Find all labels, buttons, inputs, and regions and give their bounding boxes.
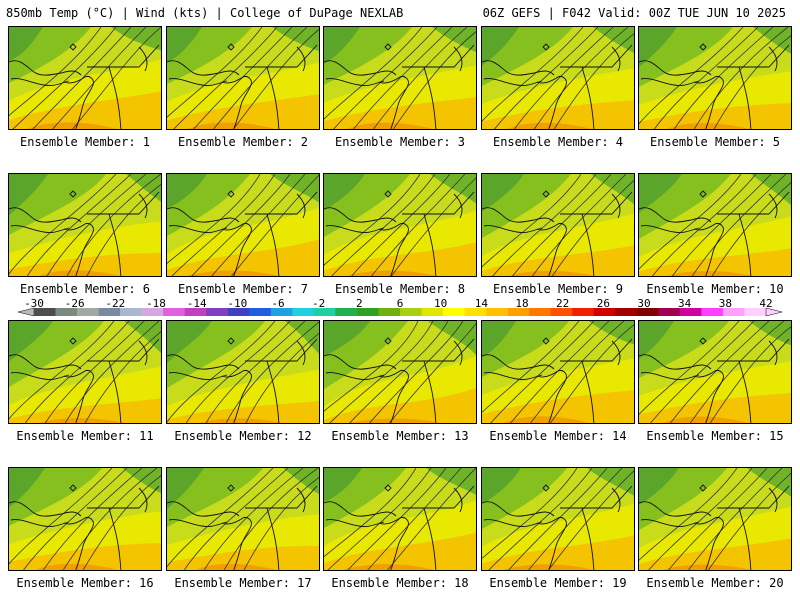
colorbar-tick-label: -22 [105, 297, 126, 310]
ensemble-member-label: Ensemble Member: 1 [19, 135, 151, 149]
colorbar-tick-label: 26 [596, 297, 610, 310]
colorbar-swatch [313, 308, 336, 316]
colorbar-swatch [486, 308, 508, 316]
ensemble-map-13 [323, 320, 477, 424]
ensemble-member-label: Ensemble Member: 17 [174, 576, 312, 590]
ensemble-map-11 [8, 320, 162, 424]
ensemble-member-label: Ensemble Member: 19 [489, 576, 627, 590]
ensemble-member-label: Ensemble Member: 2 [177, 135, 309, 149]
colorbar-tick-label: -30 [24, 297, 44, 310]
ensemble-member-label: Ensemble Member: 4 [492, 135, 624, 149]
colorbar-swatch [292, 308, 315, 316]
colorbar-swatch [507, 308, 530, 316]
colorbar-swatch [615, 308, 638, 316]
run-valid-time: 06Z GEFS | F042 Valid: 00Z TUE JUN 10 20… [482, 6, 786, 20]
ensemble-map-1 [8, 26, 162, 130]
ensemble-member-label: Ensemble Member: 13 [331, 429, 469, 443]
colorbar-tick-label: -18 [146, 297, 166, 310]
colorbar-swatch [249, 308, 272, 316]
ensemble-member-label: Ensemble Member: 20 [646, 576, 784, 590]
colorbar-tick-label: -10 [227, 297, 248, 310]
ensemble-map-19 [481, 467, 635, 571]
ensemble-map-12 [166, 320, 320, 424]
ensemble-member-label: Ensemble Member: 15 [646, 429, 784, 443]
colorbar-swatch [227, 308, 250, 316]
colorbar-swatch [443, 308, 465, 316]
ensemble-member-label: Ensemble Member: 7 [177, 282, 309, 296]
colorbar-swatch [141, 308, 164, 316]
colorbar-tick-label: -2 [312, 297, 326, 310]
ensemble-map-15 [638, 320, 792, 424]
colorbar-tick-label: 2 [356, 297, 363, 310]
colorbar-tick-label: 38 [718, 297, 732, 310]
colorbar-swatch [550, 308, 573, 316]
ensemble-map-14 [481, 320, 635, 424]
ensemble-map-17 [166, 467, 320, 571]
colorbar-tick-label: 22 [556, 297, 570, 310]
colorbar-swatch [658, 308, 681, 316]
colorbar-swatch [744, 308, 767, 316]
colorbar-swatch [593, 308, 616, 316]
colorbar-swatch [529, 308, 552, 316]
ensemble-member-label: Ensemble Member: 10 [646, 282, 784, 296]
colorbar-swatch [400, 308, 422, 316]
colorbar-tick-label: -6 [271, 297, 285, 310]
ensemble-map-5 [638, 26, 792, 130]
ensemble-map-6 [8, 173, 162, 277]
colorbar-swatch [356, 308, 379, 316]
ensemble-map-2 [166, 26, 320, 130]
ensemble-map-7 [166, 173, 320, 277]
colorbar-tick-label: 30 [637, 297, 651, 310]
colorbar-tick-label: -26 [64, 297, 85, 310]
colorbar-swatch [77, 308, 99, 316]
ensemble-member-label: Ensemble Member: 11 [16, 429, 154, 443]
colorbar-swatch [464, 308, 487, 316]
colorbar-tick-label: 14 [474, 297, 488, 310]
ensemble-member-label: Ensemble Member: 6 [19, 282, 151, 296]
colorbar-swatch [163, 308, 186, 316]
colorbar-tick-label: 34 [678, 297, 692, 310]
ensemble-member-label: Ensemble Member: 16 [16, 576, 154, 590]
colorbar-swatch [270, 308, 293, 316]
ensemble-map-16 [8, 467, 162, 571]
colorbar-swatch [421, 308, 444, 316]
colorbar-tick-label: -14 [186, 297, 207, 310]
colorbar-swatch [572, 308, 595, 316]
ensemble-map-8 [323, 173, 477, 277]
ensemble-member-label: Ensemble Member: 12 [174, 429, 312, 443]
temperature-colorbar [17, 307, 783, 317]
colorbar-swatch [701, 308, 724, 316]
ensemble-member-label: Ensemble Member: 9 [492, 282, 624, 296]
colorbar-swatch [722, 308, 745, 316]
ensemble-map-20 [638, 467, 792, 571]
ensemble-map-4 [481, 26, 635, 130]
colorbar-tick-label: 18 [515, 297, 529, 310]
colorbar-swatch [120, 308, 142, 316]
colorbar-swatch [34, 308, 56, 316]
ensemble-member-label: Ensemble Member: 14 [489, 429, 627, 443]
colorbar-swatch [378, 308, 401, 316]
colorbar-swatch [206, 308, 229, 316]
colorbar-swatch [184, 308, 207, 316]
ensemble-member-label: Ensemble Member: 18 [331, 576, 469, 590]
colorbar-swatch [335, 308, 358, 316]
colorbar-swatch [636, 308, 659, 316]
ensemble-member-label: Ensemble Member: 3 [334, 135, 466, 149]
ensemble-map-18 [323, 467, 477, 571]
map-title: 850mb Temp (°C) | Wind (kts) | College o… [6, 6, 404, 20]
colorbar-tick-label: 10 [434, 297, 448, 310]
colorbar-swatch [55, 308, 78, 316]
colorbar-swatch [98, 308, 121, 316]
colorbar-tick-label: 42 [759, 297, 773, 310]
ensemble-map-9 [481, 173, 635, 277]
colorbar-swatch [679, 308, 702, 316]
ensemble-map-10 [638, 173, 792, 277]
colorbar-tick-label: 6 [396, 297, 404, 310]
ensemble-map-3 [323, 26, 477, 130]
colorbar-high-arrow [765, 307, 783, 317]
ensemble-member-label: Ensemble Member: 8 [334, 282, 466, 296]
ensemble-member-label: Ensemble Member: 5 [649, 135, 781, 149]
